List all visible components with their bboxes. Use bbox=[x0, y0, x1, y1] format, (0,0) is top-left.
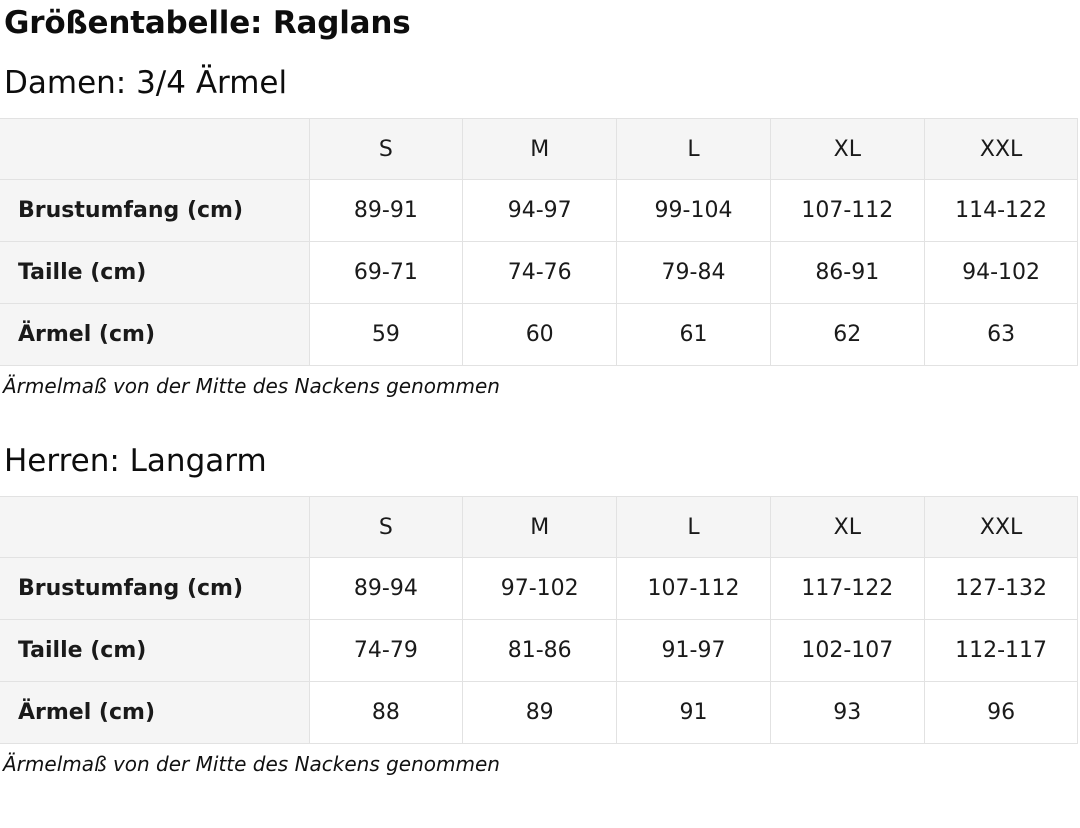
footnote-herren: Ärmelmaß von der Mitte des Nackens genom… bbox=[3, 752, 500, 777]
row-label-taille: Taille (cm) bbox=[0, 619, 310, 683]
table-body: Brustumfang (cm) 89-91 94-97 99-104 107-… bbox=[0, 179, 1079, 367]
spacer bbox=[0, 398, 1080, 444]
cell-taille-xl: 102-107 bbox=[769, 619, 925, 683]
cell-brustumfang-l: 107-112 bbox=[616, 557, 771, 621]
column-header-s: S bbox=[308, 118, 464, 181]
table-header: S M L XL XXL bbox=[0, 118, 1079, 181]
footnote-damen: Ärmelmaß von der Mitte des Nackens genom… bbox=[3, 374, 500, 399]
table-corner-cell bbox=[0, 118, 310, 181]
cell-brustumfang-s: 89-94 bbox=[309, 557, 464, 621]
cell-aermel-l: 61 bbox=[616, 303, 771, 367]
section-damen: Damen: 3/4 Ärmel S M L XL XXL bbox=[0, 66, 1080, 398]
section-heading-herren: Herren: Langarm bbox=[4, 443, 267, 480]
cell-brustumfang-m: 94-97 bbox=[462, 179, 618, 243]
size-table-herren: S M L XL XXL Brustumfang (cm) 89-94 97-1… bbox=[0, 496, 1079, 745]
section-herren: Herren: Langarm S M L XL XXL bbox=[0, 444, 1080, 776]
row-label-brustumfang: Brustumfang (cm) bbox=[0, 557, 310, 621]
cell-brustumfang-s: 89-91 bbox=[309, 179, 464, 243]
column-header-s: S bbox=[308, 496, 464, 559]
cell-taille-m: 81-86 bbox=[462, 619, 618, 683]
column-header-xl: XL bbox=[769, 496, 925, 559]
cell-taille-xl: 86-91 bbox=[769, 241, 925, 305]
cell-aermel-xl: 93 bbox=[769, 681, 925, 745]
column-header-m: M bbox=[462, 118, 618, 181]
cell-aermel-xxl: 96 bbox=[923, 681, 1079, 745]
spacer bbox=[0, 478, 1080, 496]
cell-aermel-l: 91 bbox=[616, 681, 771, 745]
page-title: Größentabelle: Raglans bbox=[4, 5, 411, 41]
cell-aermel-xl: 62 bbox=[769, 303, 925, 367]
table-row: Taille (cm) 69-71 74-76 79-84 86-91 94-1… bbox=[0, 241, 1079, 305]
cell-aermel-s: 59 bbox=[309, 303, 464, 367]
table-row: Taille (cm) 74-79 81-86 91-97 102-107 11… bbox=[0, 619, 1079, 683]
table-header-row: S M L XL XXL bbox=[0, 118, 1079, 181]
cell-brustumfang-xl: 117-122 bbox=[769, 557, 925, 621]
table-corner-cell bbox=[0, 496, 310, 559]
cell-taille-s: 74-79 bbox=[309, 619, 464, 683]
cell-taille-xxl: 112-117 bbox=[923, 619, 1079, 683]
section-heading-damen: Damen: 3/4 Ärmel bbox=[4, 65, 288, 102]
spacer bbox=[0, 100, 1080, 118]
column-header-l: L bbox=[616, 118, 771, 181]
row-label-aermel: Ärmel (cm) bbox=[0, 303, 310, 367]
row-label-taille: Taille (cm) bbox=[0, 241, 310, 305]
table-row: Ärmel (cm) 88 89 91 93 96 bbox=[0, 681, 1079, 745]
cell-taille-m: 74-76 bbox=[462, 241, 618, 305]
row-label-brustumfang: Brustumfang (cm) bbox=[0, 179, 310, 243]
cell-aermel-m: 89 bbox=[462, 681, 618, 745]
size-table-damen: S M L XL XXL Brustumfang (cm) 89-91 94-9… bbox=[0, 118, 1079, 367]
table-row: Brustumfang (cm) 89-91 94-97 99-104 107-… bbox=[0, 179, 1079, 243]
spacer bbox=[0, 40, 1080, 66]
cell-brustumfang-l: 99-104 bbox=[616, 179, 771, 243]
column-header-xl: XL bbox=[769, 118, 925, 181]
cell-brustumfang-xxl: 114-122 bbox=[923, 179, 1079, 243]
table-body: Brustumfang (cm) 89-94 97-102 107-112 11… bbox=[0, 557, 1079, 745]
table-header-row: S M L XL XXL bbox=[0, 496, 1079, 559]
cell-taille-s: 69-71 bbox=[309, 241, 464, 305]
cell-brustumfang-m: 97-102 bbox=[462, 557, 618, 621]
column-header-xxl: XXL bbox=[923, 496, 1079, 559]
cell-taille-xxl: 94-102 bbox=[923, 241, 1079, 305]
column-header-xxl: XXL bbox=[923, 118, 1079, 181]
row-label-aermel: Ärmel (cm) bbox=[0, 681, 310, 745]
cell-aermel-m: 60 bbox=[462, 303, 618, 367]
cell-aermel-xxl: 63 bbox=[923, 303, 1079, 367]
cell-taille-l: 91-97 bbox=[616, 619, 771, 683]
cell-brustumfang-xl: 107-112 bbox=[769, 179, 925, 243]
column-header-m: M bbox=[462, 496, 618, 559]
table-row: Brustumfang (cm) 89-94 97-102 107-112 11… bbox=[0, 557, 1079, 621]
cell-taille-l: 79-84 bbox=[616, 241, 771, 305]
cell-aermel-s: 88 bbox=[309, 681, 464, 745]
column-header-l: L bbox=[616, 496, 771, 559]
table-row: Ärmel (cm) 59 60 61 62 63 bbox=[0, 303, 1079, 367]
table-header: S M L XL XXL bbox=[0, 496, 1079, 559]
cell-brustumfang-xxl: 127-132 bbox=[923, 557, 1079, 621]
